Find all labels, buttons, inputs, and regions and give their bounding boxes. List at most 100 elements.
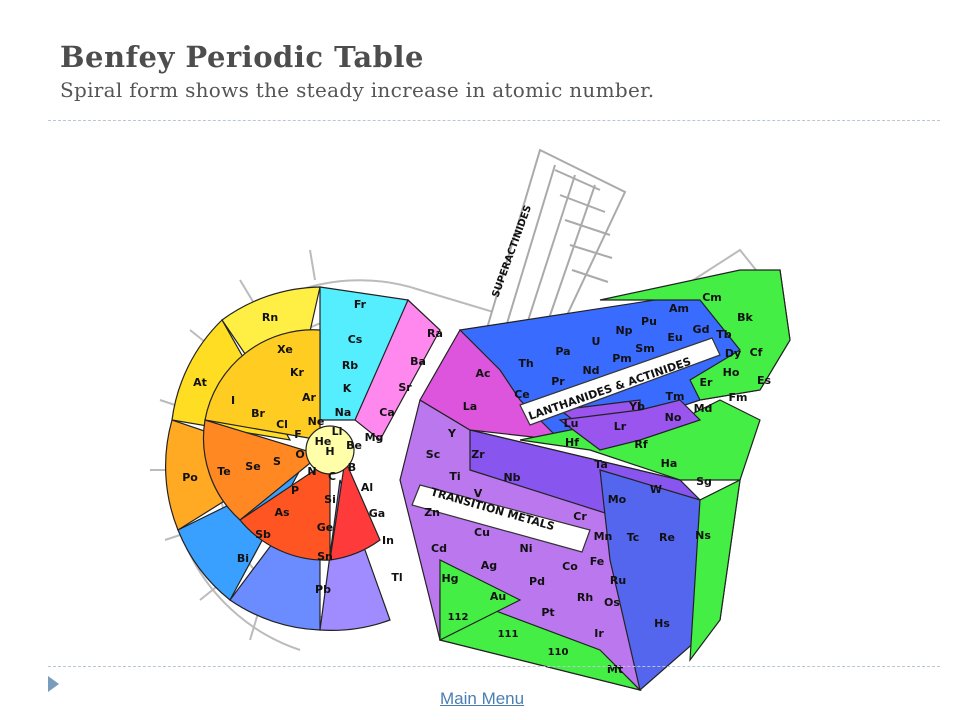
element-ac: Ac [475,367,490,380]
element-mg: Mg [365,431,384,444]
element-tb: Tb [716,328,732,341]
element-zn: Zn [424,506,440,519]
slide-title: Benfey Periodic Table [60,40,424,74]
element-au: Au [490,590,506,603]
element-o: O [295,448,304,461]
top-divider [48,120,940,121]
element-po: Po [182,471,198,484]
element-cl: Cl [276,418,288,431]
element-ce: Ce [514,388,530,401]
element-lr: Lr [614,420,627,433]
element-112: 112 [448,612,469,623]
element-fe: Fe [590,555,605,568]
element-i: I [231,394,235,407]
element-rn: Rn [262,311,278,324]
element-at: At [193,376,207,389]
element-ne: Ne [308,415,325,428]
element-ir: Ir [594,627,604,640]
element-tc: Tc [627,531,640,544]
element-md: Md [694,402,713,415]
element-sm: Sm [635,342,654,355]
element-ba: Ba [410,355,426,368]
element-ca: Ca [379,406,395,419]
element-hg: Hg [441,572,458,585]
inner-yellow [204,329,321,441]
element-ga: Ga [369,507,385,520]
element-k: K [343,382,352,395]
element-na: Na [335,406,352,419]
element-al: Al [361,481,373,494]
bullet-arrow-icon [48,676,59,692]
element-br: Br [251,407,265,420]
element-no: No [665,411,682,424]
element-pr: Pr [551,375,565,388]
element-sb: Sb [255,528,271,541]
element-rf: Rf [634,438,647,451]
element-am: Am [669,302,689,315]
element-fm: Fm [729,391,748,404]
element-bk: Bk [737,311,753,324]
element-bi: Bi [237,552,249,565]
element-hs: Hs [654,617,670,630]
bottom-divider [48,666,940,667]
element-pd: Pd [529,575,545,588]
element-ru: Ru [610,574,626,587]
element-rb: Rb [342,359,358,372]
element-cr: Cr [573,510,587,523]
element-mo: Mo [608,493,627,506]
element-mn: Mn [594,530,613,543]
element-lu: Lu [564,417,579,430]
element-u: U [592,335,601,348]
element-ra: Ra [427,327,443,340]
element-h: H [325,445,334,458]
element-s: S [273,455,281,468]
element-pb: Pb [315,583,331,596]
element-ho: Ho [723,366,740,379]
element-mt: Mt [607,663,623,676]
element-te: Te [217,465,231,478]
element-fr: Fr [354,298,367,311]
hydrogen-core [305,425,355,475]
element-ta: Ta [594,458,608,471]
element-cf: Cf [750,346,763,359]
element-xe: Xe [277,343,293,356]
main-menu-link[interactable]: Main Menu [440,689,525,708]
element-y: Y [447,427,457,440]
element-cd: Cd [431,542,447,555]
element-cm: Cm [702,291,722,304]
element-er: Er [700,376,714,389]
element-si: Si [324,493,336,506]
element-b: B [348,461,356,474]
element-la: La [463,400,477,413]
title-block: Benfey Periodic Table Spiral form shows … [60,40,654,102]
element-sc: Sc [426,448,440,461]
element-li: Li [332,425,343,438]
element-he: He [315,435,332,448]
element-rh: Rh [577,591,593,604]
element-nd: Nd [582,364,599,377]
element-gd: Gd [693,323,710,336]
element-w: W [650,483,662,496]
element-c: C [328,470,336,483]
element-se: Se [245,460,260,473]
element-zr: Zr [471,448,485,461]
element-110: 110 [548,647,569,658]
element-sg: Sg [696,475,712,488]
element-ni: Ni [520,542,533,555]
element-ti: Ti [449,470,460,483]
element-in: In [382,534,394,547]
element-ar: Ar [302,391,317,404]
element-ha: Ha [661,457,678,470]
spiral-wedges [165,286,441,631]
element-v: V [474,487,483,500]
element-be: Be [346,439,362,452]
element-pu: Pu [641,315,657,328]
element-as: As [274,506,290,519]
inner-red2 [329,457,381,561]
element-sn: Sn [317,550,333,563]
element-hf: Hf [565,436,579,449]
element-tm: Tm [666,390,685,403]
element-cs: Cs [348,333,363,346]
